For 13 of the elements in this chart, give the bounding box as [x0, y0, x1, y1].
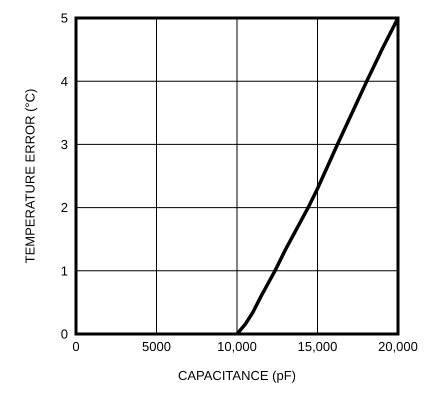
y-tick-label: 4 [60, 74, 68, 89]
x-tick-label: 0 [72, 339, 80, 354]
y-tick-label: 3 [60, 137, 68, 152]
x-tick-label: 15,000 [298, 339, 338, 354]
y-axis-title: TEMPERATURE ERROR (°C) [22, 88, 38, 264]
y-tick-label: 5 [60, 10, 68, 26]
x-axis-title: CAPACITANCE (pF) [178, 368, 296, 383]
y-tick-label: 1 [60, 263, 68, 278]
y-tick-label: 2 [60, 200, 68, 216]
x-tick-label: 20,000 [378, 339, 418, 354]
y-tick-label: 0 [60, 326, 68, 342]
x-tick-label: 10,000 [217, 339, 257, 354]
x-tick-label: 5000 [142, 339, 171, 354]
